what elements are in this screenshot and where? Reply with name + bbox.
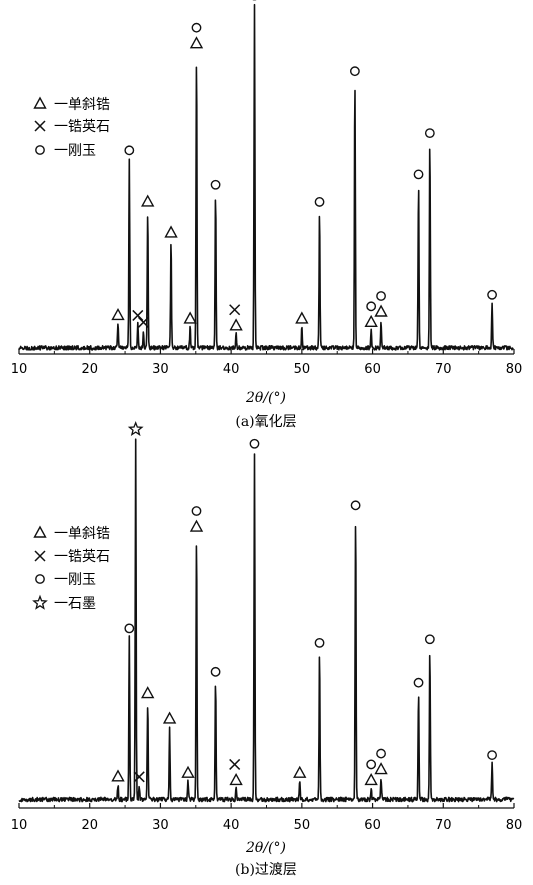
peak-marker-triangle [183,311,197,324]
x-tick-label: 40 [223,362,240,377]
peak-marker-circle [413,169,424,180]
legend-triangle-icon [33,96,47,109]
peak-marker-circle [249,438,260,449]
peak-marker-triangle [181,765,195,778]
peak-marker-triangle [374,304,388,317]
legend-cross-icon [34,120,46,132]
x-tick-label: 10 [11,818,28,833]
x-tick-label: 50 [294,362,311,377]
peak-marker-triangle [189,519,204,532]
x-tick-label: 70 [435,362,452,377]
legend-entry-label: 一锆英石 [54,548,110,565]
peak-marker-cross [229,758,241,770]
legend-cross-icon [34,550,46,562]
legend-triangle-icon [33,525,47,538]
peak-marker-triangle [141,686,155,699]
x-tick-label: 30 [152,818,169,833]
legend-entry-label: 一刚玉 [54,143,96,159]
x-tick-label: 60 [364,818,381,833]
x-tick-label: 20 [81,362,98,377]
peak-marker-triangle [229,318,243,331]
legend-circle-icon [35,574,45,584]
legend-entry-label: 一锆英石 [54,118,110,135]
chart-caption: (a)氧化层 [235,414,296,430]
peak-marker-circle [349,66,360,77]
peak-marker-triangle [364,314,378,328]
peak-marker-circle [366,759,377,770]
peak-marker-star [127,421,144,437]
peak-marker-circle [376,291,386,301]
legend-star-icon [32,594,48,610]
x-tick-label: 80 [506,818,523,833]
peak-marker-circle [366,301,377,312]
peak-marker-triangle [293,765,307,778]
peak-marker-triangle [111,307,125,321]
x-tick-label: 60 [364,362,381,377]
peak-marker-circle [191,22,202,33]
x-tick-label: 40 [223,818,240,833]
peak-marker-circle [350,500,361,511]
peak-marker-circle [210,666,221,677]
peak-marker-circle [124,145,135,156]
x-tick-label: 50 [294,818,311,833]
peak-marker-cross [132,309,144,321]
peak-marker-triangle [364,772,378,786]
x-axis-label: 2θ/(°) [245,390,286,406]
legend-entry-label: 一单斜锆 [54,97,110,113]
peak-marker-cross [133,771,145,783]
x-tick-label: 30 [152,362,169,377]
peak-marker-triangle [295,311,309,324]
x-tick-label: 70 [435,818,452,833]
peak-marker-circle [210,179,221,190]
peak-marker-triangle [229,772,243,786]
peak-marker-triangle [374,762,388,775]
peak-marker-circle [413,677,424,688]
legend-circle-icon [35,145,45,155]
peak-marker-circle [314,197,325,207]
xrd-chart-b: 10 20 30 40 50 60 70 802θ/(°)(b)过渡层一单斜锆一锆英石一刚玉一… [11,421,523,878]
legend-entry-label: 一石墨 [54,596,96,612]
x-axis-label: 2θ/(°) [245,840,286,856]
peak-marker-cross [229,304,241,316]
peak-marker-triangle [164,225,178,238]
peak-marker-circle [487,750,497,760]
x-tick-label: 20 [81,818,98,833]
diffraction-series-line [18,438,515,803]
legend-entry-label: 一刚玉 [54,572,96,588]
peak-marker-circle [376,748,386,759]
x-tick-label: 10 [11,362,28,377]
peak-marker-circle [314,637,325,648]
peak-marker-triangle [141,194,155,207]
peak-marker-circle [487,289,497,300]
peak-marker-circle [191,506,202,516]
peak-marker-triangle [189,36,204,49]
peak-marker-circle [424,128,435,139]
peak-marker-circle [124,623,135,634]
chart-caption: (b)过渡层 [235,862,297,878]
peak-marker-cross [137,316,149,328]
x-tick-label: 80 [506,362,523,377]
legend-entry-label: 一单斜锆 [54,526,110,542]
peak-marker-circle [424,634,435,645]
diffraction-series-line [18,3,515,351]
peak-marker-triangle [111,769,125,782]
peak-marker-triangle [162,711,177,724]
